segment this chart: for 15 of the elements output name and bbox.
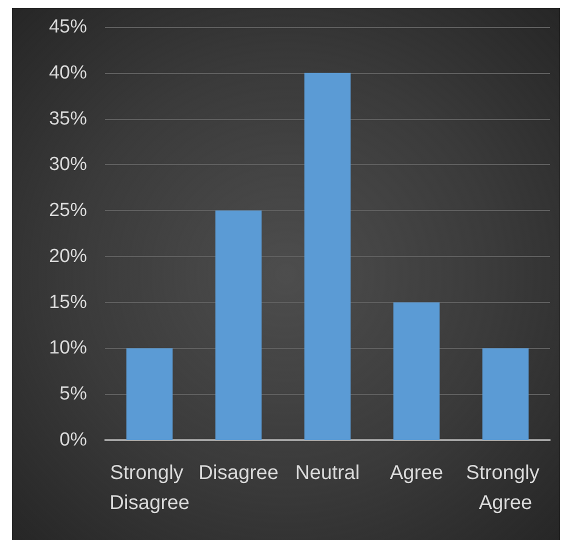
y-tick-label: 30% — [48, 154, 88, 176]
x-tick-label: Disagree — [198, 462, 279, 484]
y-tick-label: 15% — [48, 292, 88, 313]
x-tick-label: Agree — [390, 462, 444, 484]
x-tick-label: Strongly Disagree — [109, 462, 190, 514]
y-tick-label: 40% — [48, 62, 88, 84]
y-tick-label: 10% — [48, 338, 88, 359]
y-tick-label: 20% — [48, 246, 88, 267]
x-tick-label: Strongly Agree — [466, 462, 545, 514]
y-tick-label: 5% — [60, 384, 88, 405]
y-tick-label: 45% — [48, 16, 88, 38]
y-tick-label: 25% — [48, 200, 88, 222]
x-tick-label: Neutral — [295, 462, 360, 484]
y-tick-label: 0% — [60, 430, 88, 450]
y-tick-label: 35% — [48, 108, 88, 130]
